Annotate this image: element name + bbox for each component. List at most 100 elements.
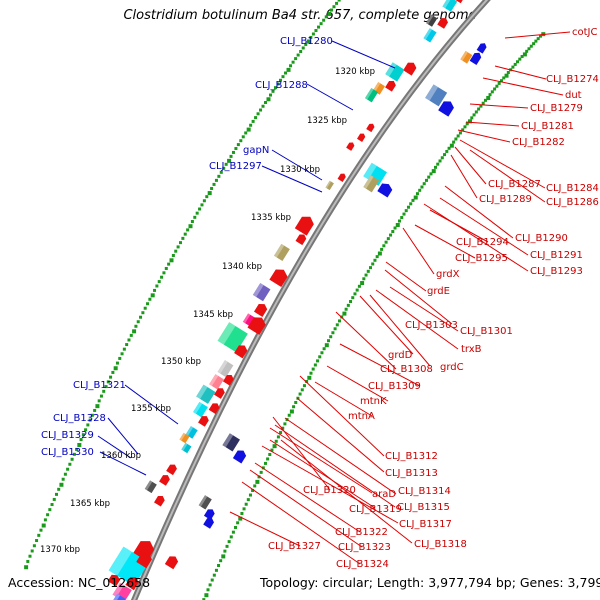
gene-block [217, 360, 234, 378]
gene-label[interactable]: CLJ_B1320 [303, 485, 356, 496]
tick-dot [148, 297, 152, 301]
gene-label[interactable]: CLJ_B1312 [385, 451, 438, 462]
gene-label[interactable]: CLJ_B1293 [530, 266, 583, 277]
gene-label[interactable]: CLJ_B1289 [479, 194, 532, 205]
gene-label[interactable]: CLJ_B1294 [456, 237, 509, 248]
leader-line [284, 417, 397, 495]
tick-dot [342, 311, 347, 316]
gene-block [198, 495, 212, 510]
gene-label[interactable]: CLJ_B1323 [338, 542, 391, 553]
tick-dot [324, 343, 329, 348]
gene-block [111, 593, 126, 600]
gene-label[interactable]: CLJ_B1287 [488, 179, 541, 190]
label-leader-lines [97, 31, 571, 565]
tick-dot [120, 352, 124, 356]
gene-block [252, 283, 271, 302]
tick-dot [532, 42, 536, 46]
gene-label[interactable]: CLJ_B1328 [53, 413, 106, 424]
gene-label[interactable]: grdX [436, 269, 460, 280]
gene-block-shape [144, 480, 157, 494]
gene-label[interactable]: CLJ_B1284 [546, 183, 599, 194]
gene-label[interactable]: CLJ_B1286 [546, 197, 599, 208]
tick-dot [393, 226, 397, 230]
gene-label[interactable]: CLJ_B1314 [398, 486, 451, 497]
gene-label[interactable]: CLJ_B1290 [515, 233, 568, 244]
gene-block [442, 0, 458, 12]
gene-label[interactable]: grdC [440, 362, 464, 373]
tick-dot [188, 224, 193, 229]
scale-label: 1320 kbp [335, 67, 375, 77]
gene-arrow [107, 574, 121, 587]
tick-dot [202, 598, 206, 600]
gene-label[interactable]: CLJ_B1329 [41, 430, 94, 441]
gene-label[interactable]: CLJ_B1280 [280, 36, 333, 47]
gene-label[interactable]: CLJ_B1318 [414, 539, 467, 550]
gene-label[interactable]: CLJ_B1317 [399, 519, 452, 530]
gene-arrow [438, 101, 454, 117]
tick-dot [167, 262, 171, 266]
leader-line [469, 149, 546, 203]
tick-dot [54, 492, 58, 496]
gene-block-shine [325, 180, 332, 189]
gene-label[interactable]: CLJ_B1295 [455, 253, 508, 264]
tick-dot [274, 439, 278, 443]
gene-label[interactable]: mtnA [348, 411, 375, 422]
gene-arrow [377, 183, 393, 198]
gene-label[interactable]: CLJ_B1279 [530, 103, 583, 114]
gene-label[interactable]: CLJ_B1313 [385, 468, 438, 479]
gene-block-shine [108, 546, 132, 576]
gene-label[interactable]: CLJ_B1327 [268, 541, 321, 552]
leader-line [274, 424, 396, 508]
gene-label[interactable]: grdE [427, 286, 450, 297]
tick-dot [443, 153, 447, 157]
tick-dot [278, 78, 282, 82]
tick-dot [63, 472, 67, 476]
gene-label[interactable]: CLJ_B1297 [209, 161, 262, 172]
gene-label[interactable]: CLJ_B1301 [460, 326, 513, 337]
tick-dot [292, 405, 296, 409]
gene-label[interactable]: CLJ_B1281 [521, 121, 574, 132]
tick-dot [225, 544, 229, 548]
gene-label[interactable]: gapN [243, 145, 269, 156]
gene-label[interactable]: CLJ_B1330 [41, 447, 94, 458]
tick-dot [248, 493, 252, 497]
tick-dot [264, 101, 268, 105]
gene-label[interactable]: grdD [388, 350, 413, 361]
gene-label[interactable]: trxB [461, 344, 482, 355]
gene-label[interactable]: CLJ_B1319 [349, 504, 402, 515]
gene-label[interactable]: CLJ_B1308 [380, 364, 433, 375]
tick-dot [183, 232, 187, 236]
gene-label[interactable]: CLJ_B1303 [405, 320, 458, 331]
gene-label[interactable]: CLJ_B1291 [530, 250, 583, 261]
gene-label[interactable]: CLJ_B1282 [512, 137, 565, 148]
gene-label[interactable]: cotJC [572, 27, 597, 38]
tick-dot [304, 42, 308, 46]
gene-block-shine [385, 62, 397, 77]
gene-label[interactable]: CLJ_B1274 [546, 74, 599, 85]
gene-label[interactable]: CLJ_B1288 [255, 80, 308, 91]
gene-label[interactable]: CLJ_B1315 [397, 502, 450, 513]
gene-label[interactable]: CLJ_B1321 [73, 380, 126, 391]
gene-block-shine [425, 84, 439, 101]
gene-arrow-shape [208, 403, 220, 415]
tick-dot [364, 273, 368, 277]
gene-block-shine [112, 582, 124, 598]
gene-label[interactable]: CLJ_B1309 [368, 381, 421, 392]
tick-dot [222, 166, 226, 170]
gene-arrow-shape [107, 574, 121, 587]
gene-label[interactable]: CLJ_B1324 [336, 559, 389, 570]
tick-dot [268, 453, 272, 457]
gene-block-shine [181, 442, 188, 451]
gene-label[interactable]: CLJ_B1322 [335, 527, 388, 538]
leader-line [254, 462, 361, 533]
tick-dot [217, 564, 221, 568]
tick-dot [440, 156, 444, 160]
gene-label[interactable]: araD [372, 489, 396, 500]
leader-line [375, 289, 459, 350]
gene-label[interactable]: dut [565, 90, 582, 101]
tick-dot [415, 192, 419, 196]
gene-label[interactable]: mtnK [360, 396, 387, 407]
tick-dot [291, 60, 295, 64]
tick-dot [527, 47, 531, 51]
gene-block-shine [252, 283, 264, 298]
